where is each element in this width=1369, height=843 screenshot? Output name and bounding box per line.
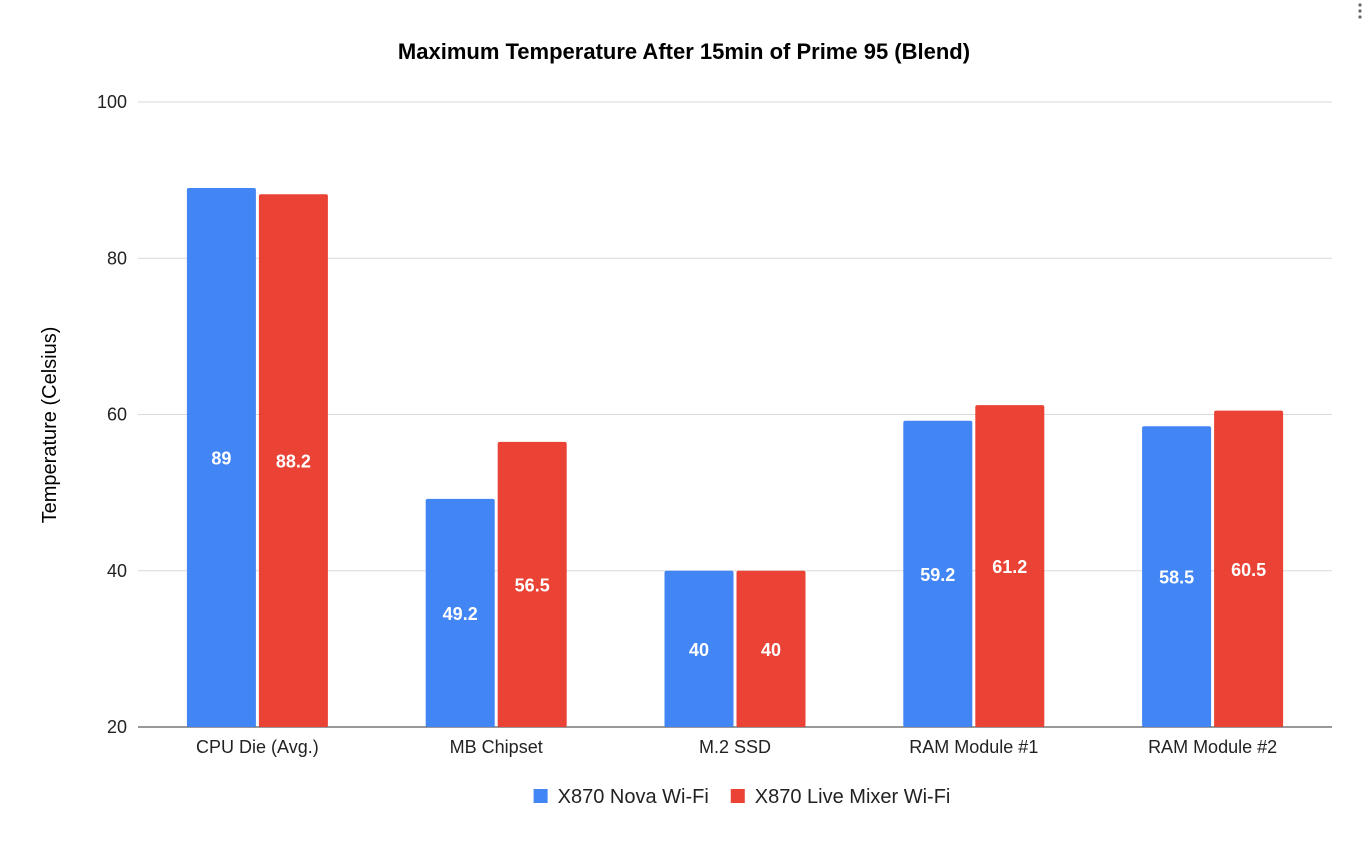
data-label: 49.2	[443, 604, 478, 624]
legend: X870 Nova Wi-Fi X870 Live Mixer Wi-Fi	[533, 786, 951, 808]
bar-live-mixer-2	[497, 441, 567, 727]
data-label: 40	[689, 640, 709, 660]
x-tick-label: CPU Die (Avg.)	[196, 737, 319, 757]
data-label: 58.5	[1159, 568, 1194, 588]
data-label: 61.2	[992, 557, 1027, 577]
x-tick-label: M.2 SSD	[699, 737, 771, 757]
legend-item-nova[interactable]: X870 Nova Wi-Fi	[533, 786, 709, 808]
y-tick-label: 100	[97, 92, 127, 112]
legend-swatch	[730, 789, 745, 803]
data-label: 56.5	[515, 575, 550, 595]
bar-nova-1	[186, 187, 256, 727]
data-label: 60.5	[1231, 560, 1266, 580]
bar-nova-5	[1142, 426, 1212, 727]
y-axis-label: Temperature (Celsius)	[39, 327, 61, 524]
x-axis-ticks: CPU Die (Avg.) MB Chipset M.2 SSD RAM Modul…	[196, 737, 1277, 757]
bar-live-mixer-3	[736, 570, 806, 727]
x-tick-label: RAM Module #1	[909, 737, 1038, 757]
bar-live-mixer-5	[1214, 410, 1284, 727]
chart-title: Maximum Temperature After 15min of Prime…	[398, 39, 970, 64]
y-tick-label: 40	[107, 561, 127, 581]
bars	[186, 187, 1284, 727]
bar-nova-4	[903, 420, 973, 727]
data-label: 59.2	[920, 565, 955, 585]
data-label: 89	[211, 448, 231, 468]
y-tick-label: 20	[107, 717, 127, 737]
more-vertical-icon[interactable]	[1358, 3, 1362, 19]
x-tick-label: MB Chipset	[450, 737, 543, 757]
bar-live-mixer-4	[975, 405, 1045, 727]
bar-live-mixer-1	[258, 194, 328, 727]
bar-nova-2	[425, 498, 495, 727]
legend-swatch	[533, 789, 548, 803]
legend-item-live-mixer[interactable]: X870 Live Mixer Wi-Fi	[730, 786, 951, 808]
x-tick-label: RAM Module #2	[1148, 737, 1277, 757]
data-labels: 89 88.2 49.2 56.5 40 40 59.2 61.2 58.5 60.5	[211, 448, 1266, 659]
legend-label: X870 Live Mixer Wi-Fi	[755, 786, 951, 808]
y-axis-ticks: 20 40 60 80 100	[97, 92, 127, 737]
y-tick-label: 80	[107, 248, 127, 268]
bar-nova-3	[664, 570, 734, 727]
gridlines	[138, 101, 1332, 728]
legend-label: X870 Nova Wi-Fi	[558, 786, 709, 808]
data-label: 88.2	[276, 452, 311, 472]
data-label: 40	[761, 640, 781, 660]
y-tick-label: 60	[107, 405, 127, 425]
